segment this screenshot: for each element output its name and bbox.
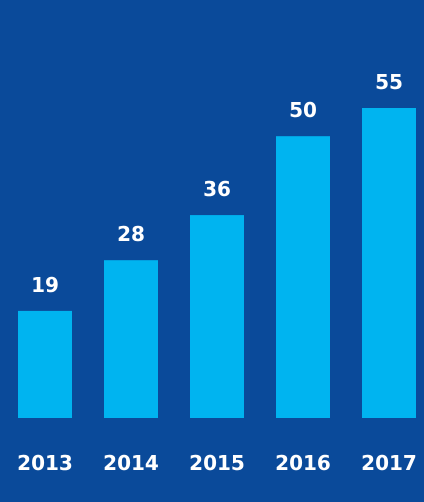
- x-tick-label-2017: 2017: [361, 451, 417, 475]
- x-tick-label-2013: 2013: [17, 451, 73, 475]
- bar-2017: [362, 108, 416, 418]
- data-label-2017: 55: [375, 70, 403, 94]
- data-label-2014: 28: [117, 222, 145, 246]
- data-label-2016: 50: [289, 98, 317, 122]
- x-axis-tick-labels: 2013 2014 2015 2016 2017: [17, 451, 417, 475]
- bar-2014: [104, 260, 158, 418]
- bar-2016: [276, 136, 330, 418]
- bars-group: [18, 108, 416, 418]
- data-label-2015: 36: [203, 177, 231, 201]
- value-labels-group: 19 28 36 50 55: [31, 70, 403, 297]
- x-tick-label-2015: 2015: [189, 451, 245, 475]
- x-tick-label-2016: 2016: [275, 451, 331, 475]
- data-label-2013: 19: [31, 273, 59, 297]
- bar-2013: [18, 310, 72, 418]
- bar-2015: [190, 215, 244, 418]
- x-tick-label-2014: 2014: [103, 451, 159, 475]
